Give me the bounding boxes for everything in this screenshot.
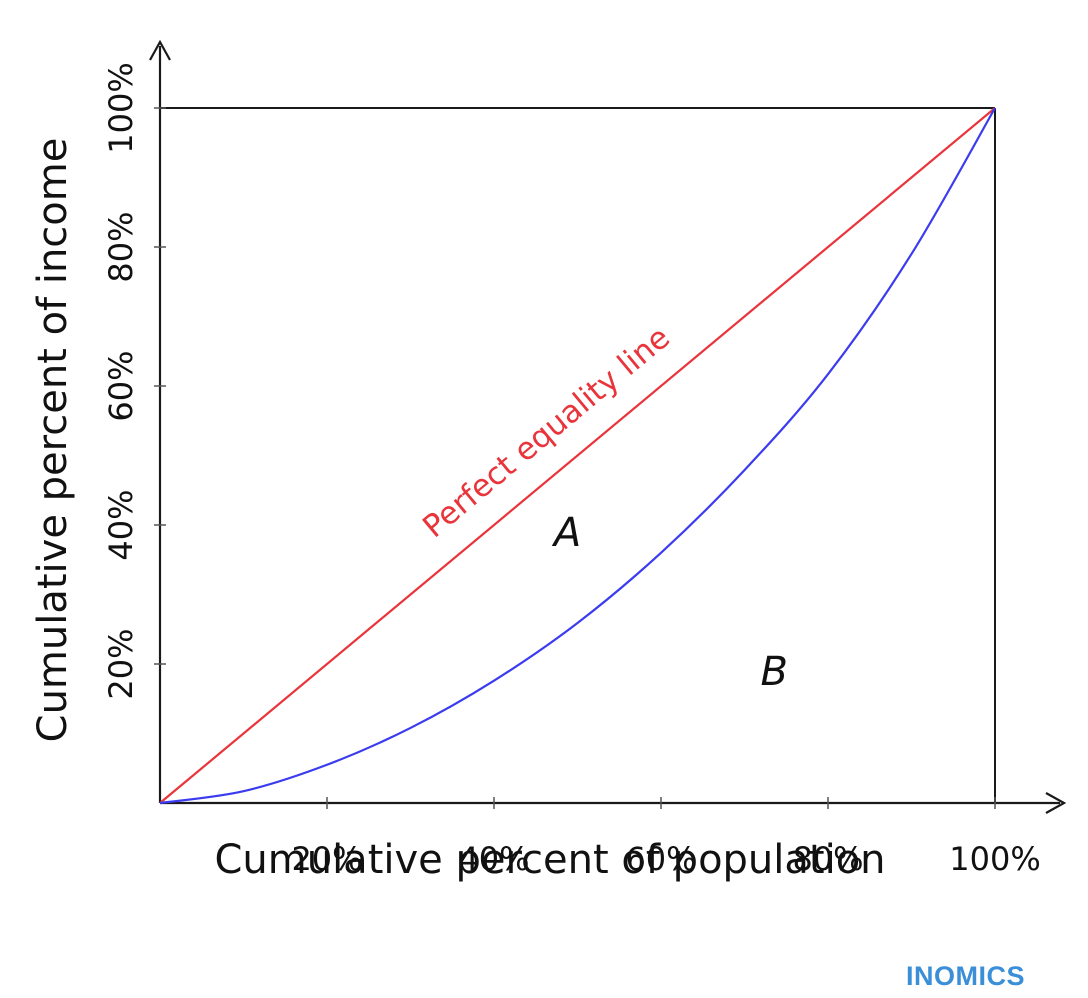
region-a-label: A: [551, 510, 581, 556]
x-tick-label: 20%: [291, 840, 362, 878]
ticks: 20% 40% 60% 80% 100% 20% 40% 60% 80% 100%: [102, 62, 1041, 878]
x-axis-arrow: [1045, 792, 1067, 814]
series: [159, 107, 996, 805]
y-tick-label: 80%: [102, 211, 140, 282]
x-tick-label: 80%: [792, 840, 863, 878]
x-axis-label: Cumulative percent of population: [214, 837, 885, 883]
x-tick-label: 40%: [458, 840, 529, 878]
x-tick-label: 60%: [625, 840, 696, 878]
x-tick-label: 100%: [949, 840, 1040, 878]
inomics-watermark: INOMICS: [906, 961, 1025, 991]
y-tick-label: 40%: [102, 489, 140, 560]
y-tick-label: 100%: [102, 62, 140, 153]
lorenz-curve: [159, 107, 996, 805]
equality-line-label: Perfect equality line: [416, 319, 677, 545]
region-b-label: B: [761, 649, 788, 695]
y-axis-arrow: [149, 39, 171, 61]
y-axis-label: Cumulative percent of income: [30, 138, 76, 743]
y-tick-label: 20%: [102, 628, 140, 699]
y-tick-label: 60%: [102, 350, 140, 421]
equality-line: [159, 107, 996, 804]
